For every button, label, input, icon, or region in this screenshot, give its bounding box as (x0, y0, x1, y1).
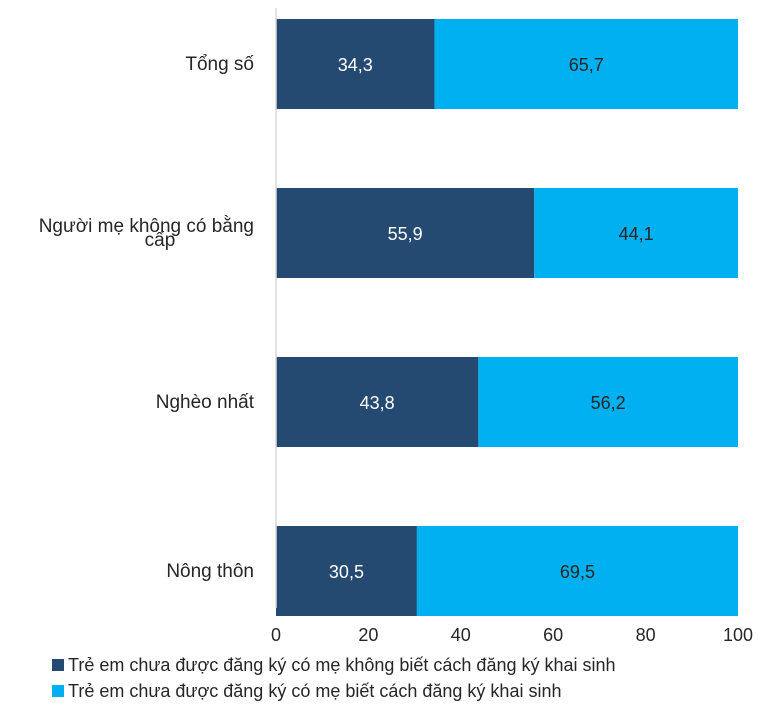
data-label-s1-c0: 65,7 (569, 55, 604, 75)
category-label-2: Nghèo nhất (156, 392, 255, 413)
bar-s0-c0 (276, 19, 435, 109)
legend-item-not-know: Trẻ em chưa được đăng ký có mẹ không biế… (52, 652, 616, 678)
category-labels: Tổng số Người mẹ không có bằng cấp Nghèo nh… (39, 54, 255, 582)
category-label-1: Người mẹ không có bằng cấp (39, 215, 254, 251)
x-tick-labels: 0 20 40 60 80 100 (271, 625, 753, 645)
bars: 34,3 65,7 55,9 44,1 43,8 56,2 30,5 69,5 (276, 19, 738, 616)
data-label-s0-c2: 43,8 (360, 393, 395, 413)
bar-s1-c2 (478, 357, 738, 447)
x-tick-20: 20 (358, 625, 378, 645)
category-label-3: Nông thôn (166, 561, 254, 582)
legend-swatch-not-know (52, 659, 64, 671)
bar-s0-c2 (276, 357, 479, 447)
legend-item-know: Trẻ em chưa được đăng ký có mẹ biết cách… (52, 678, 616, 704)
x-tick-0: 0 (271, 625, 281, 645)
category-label-0: Tổng số (185, 54, 254, 75)
legend-label-know: Trẻ em chưa được đăng ký có mẹ biết cách… (68, 681, 562, 701)
data-label-s0-c3: 30,5 (329, 562, 364, 582)
legend-label-not-know: Trẻ em chưa được đăng ký có mẹ không biế… (68, 655, 616, 675)
x-tick-40: 40 (451, 625, 471, 645)
legend-swatch-know (52, 685, 64, 697)
data-label-s1-c2: 56,2 (591, 393, 626, 413)
bar-s1-c1 (534, 188, 738, 278)
data-label-s1-c3: 69,5 (560, 562, 595, 582)
bar-s0-c1 (276, 188, 535, 278)
data-label-s1-c1: 44,1 (619, 224, 654, 244)
legend: Trẻ em chưa được đăng ký có mẹ không biế… (52, 652, 616, 704)
bar-s1-c3 (416, 526, 738, 616)
data-label-s0-c1: 55,9 (388, 224, 423, 244)
data-label-s0-c0: 34,3 (338, 55, 373, 75)
bar-s0-c3 (276, 526, 417, 616)
x-tick-80: 80 (636, 625, 656, 645)
x-tick-100: 100 (723, 625, 753, 645)
x-tick-60: 60 (543, 625, 563, 645)
bar-s1-c0 (434, 19, 738, 109)
